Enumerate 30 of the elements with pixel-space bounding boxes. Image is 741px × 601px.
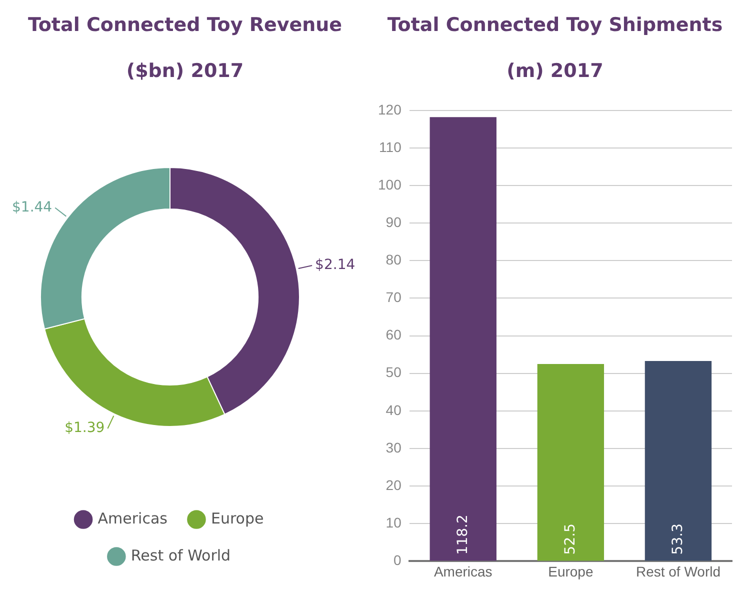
legend-label: Europe bbox=[210, 509, 264, 528]
data-label: $2.14 bbox=[315, 257, 356, 274]
y-tick-label: 40 bbox=[386, 402, 402, 418]
x-tick-label: Europe bbox=[548, 563, 594, 580]
bar bbox=[430, 117, 496, 561]
y-tick-label: 120 bbox=[378, 101, 402, 118]
y-tick-label: 100 bbox=[378, 176, 402, 192]
data-label: 53.3 bbox=[670, 524, 686, 555]
y-tick-label: 0 bbox=[394, 552, 402, 568]
chart-title: Total Connected Toy Revenue ($bn) 2017 bbox=[28, 14, 342, 82]
bar bbox=[644, 360, 712, 561]
y-tick-label: 70 bbox=[386, 289, 402, 306]
legend-label: Rest of World bbox=[130, 546, 231, 564]
chart-title: Total Connected Toy Shipments (m) 2017 bbox=[387, 14, 723, 82]
x-tick-label: Americas bbox=[434, 563, 492, 580]
data-label: $1.39 bbox=[64, 420, 105, 436]
y-tick-label: 90 bbox=[386, 214, 402, 230]
y-tick-label: 50 bbox=[386, 364, 402, 380]
y-tick-label: 30 bbox=[386, 439, 402, 456]
y-tick-label: 10 bbox=[386, 514, 402, 530]
y-tick-label: 20 bbox=[386, 476, 402, 493]
data-label: 118.2 bbox=[454, 514, 471, 555]
y-tick-label: 80 bbox=[386, 252, 402, 268]
bar bbox=[537, 364, 604, 561]
x-tick-label: Rest of World bbox=[636, 563, 720, 580]
data-label: 52.5 bbox=[562, 524, 578, 555]
y-tick-label: 60 bbox=[386, 326, 402, 343]
y-tick-label: 110 bbox=[379, 138, 402, 155]
data-label: $1.44 bbox=[12, 199, 52, 216]
legend-label: Americas bbox=[98, 509, 168, 528]
